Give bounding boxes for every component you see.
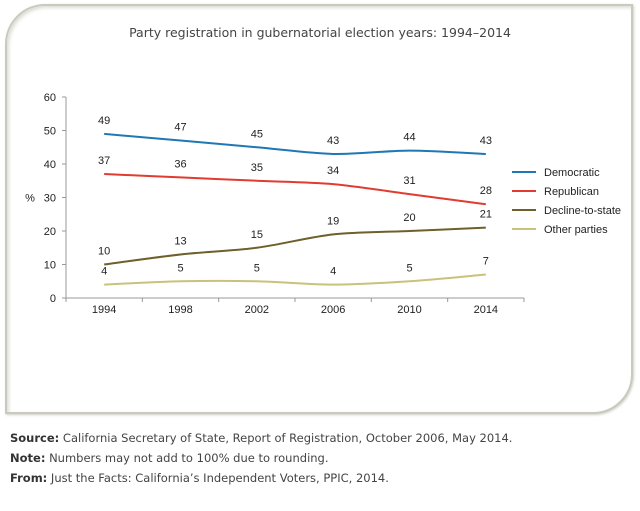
data-label-republican: 31 xyxy=(403,175,415,187)
data-label-republican: 28 xyxy=(480,185,492,197)
series-line-democratic xyxy=(104,132,486,155)
y-tick-label: 0 xyxy=(50,293,56,305)
data-label-other-parties: 7 xyxy=(483,256,489,268)
data-label-decline-to-state: 13 xyxy=(174,235,186,247)
data-label-decline-to-state: 10 xyxy=(98,246,110,258)
data-label-republican: 36 xyxy=(174,158,186,170)
x-tick-label: 2006 xyxy=(321,304,345,316)
data-label-democratic: 43 xyxy=(327,135,339,147)
chart-notes: Source: California Secretary of State, R… xyxy=(10,428,512,488)
legend: Democratic Republican Decline-to-state Othe… xyxy=(512,167,621,236)
from-text: Just the Facts: California’s Independent… xyxy=(47,471,389,485)
data-label-democratic: 43 xyxy=(480,135,492,147)
source-line: Source: California Secretary of State, R… xyxy=(10,428,512,448)
legend-label-republican: Republican xyxy=(544,186,599,198)
y-tick-label: 60 xyxy=(44,92,56,104)
series-line-other-parties xyxy=(104,273,486,286)
data-label-decline-to-state: 20 xyxy=(403,212,415,224)
note-line: Note: Numbers may not add to 100% due to… xyxy=(10,448,512,468)
data-label-republican: 34 xyxy=(327,165,339,177)
series-line-republican xyxy=(104,173,486,206)
y-tick-label: 30 xyxy=(44,193,56,205)
x-tick-label: 2010 xyxy=(397,304,421,316)
data-label-democratic: 49 xyxy=(98,115,110,127)
data-label-democratic: 44 xyxy=(403,132,415,144)
data-label-republican: 35 xyxy=(251,162,263,174)
source-label: Source: xyxy=(10,431,60,445)
data-label-decline-to-state: 19 xyxy=(327,215,339,227)
y-tick-label: 20 xyxy=(44,226,56,238)
legend-label-other-parties: Other parties xyxy=(544,224,608,236)
series-lines xyxy=(104,132,486,286)
data-label-other-parties: 5 xyxy=(254,262,260,274)
source-text: California Secretary of State, Report of… xyxy=(59,431,513,445)
data-label-other-parties: 5 xyxy=(406,262,412,274)
x-tick-label: 1998 xyxy=(168,304,192,316)
legend-label-decline-to-state: Decline-to-state xyxy=(544,205,621,217)
data-label-democratic: 47 xyxy=(174,122,186,134)
data-label-democratic: 45 xyxy=(251,128,263,140)
chart-title: Party registration in gubernatorial elec… xyxy=(129,25,511,40)
y-axis-label: % xyxy=(25,193,35,205)
data-label-decline-to-state: 15 xyxy=(251,229,263,241)
x-tick-label: 1994 xyxy=(92,304,116,316)
y-tick-label: 50 xyxy=(44,126,56,138)
from-label: From: xyxy=(10,471,48,485)
note-label: Note: xyxy=(10,451,46,465)
series-line-decline-to-state xyxy=(104,226,486,266)
data-label-other-parties: 5 xyxy=(177,262,183,274)
y-tick-label: 10 xyxy=(44,260,56,272)
note-text: Numbers may not add to 100% due to round… xyxy=(45,451,329,465)
data-label-decline-to-state: 21 xyxy=(480,209,492,221)
legend-label-democratic: Democratic xyxy=(544,167,600,179)
from-line: From: Just the Facts: California’s Indep… xyxy=(10,468,512,488)
x-tick-label: 2014 xyxy=(474,304,498,316)
data-label-republican: 37 xyxy=(98,155,110,167)
data-label-other-parties: 4 xyxy=(330,266,336,278)
y-tick-label: 40 xyxy=(44,159,56,171)
data-label-other-parties: 4 xyxy=(101,266,107,278)
x-tick-label: 2002 xyxy=(245,304,269,316)
